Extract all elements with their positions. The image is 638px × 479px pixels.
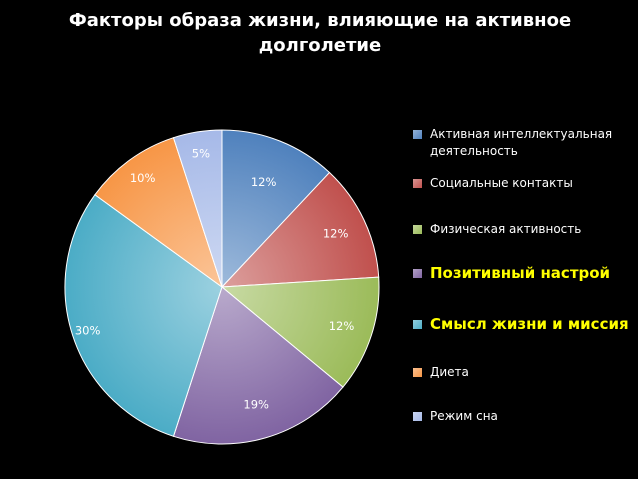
data-label-3: 12% xyxy=(329,319,355,333)
legend-swatch xyxy=(413,368,422,377)
legend-label: Режим сна xyxy=(430,409,498,423)
data-label-4: 19% xyxy=(243,398,269,412)
pie-slice-2 xyxy=(220,171,380,288)
legend-item-3: Физическая активность xyxy=(413,221,630,238)
data-label-7: 5% xyxy=(192,147,210,161)
pie-slice-6 xyxy=(94,137,223,289)
pie-slice-7 xyxy=(172,129,223,288)
legend-label: Социальные контакты xyxy=(430,176,573,190)
data-label-1: 12% xyxy=(251,175,277,189)
chart-legend: Активная интеллектуальная деятельность Со… xyxy=(413,0,638,479)
pie-slice-5 xyxy=(64,194,223,437)
data-label-5: 30% xyxy=(75,324,101,338)
legend-item-2: Социальные контакты xyxy=(413,175,630,192)
legend-item-7: Режим сна xyxy=(413,408,630,425)
legend-label: Диета xyxy=(430,365,469,379)
data-label-2: 12% xyxy=(323,227,349,241)
legend-item-5: Смысл жизни и миссия xyxy=(413,314,630,335)
data-label-6: 10% xyxy=(130,171,156,185)
legend-label: Физическая активность xyxy=(430,222,582,236)
legend-swatch xyxy=(413,320,422,329)
legend-swatch xyxy=(413,225,422,234)
legend-item-1: Активная интеллектуальная деятельность xyxy=(413,126,630,160)
legend-swatch xyxy=(413,269,422,278)
pie-slice-3 xyxy=(220,276,380,388)
pie-slice-1 xyxy=(221,129,331,289)
legend-label: Позитивный настрой xyxy=(430,264,611,282)
legend-item-4: Позитивный настрой xyxy=(413,263,630,284)
legend-label: Активная интеллектуальная деятельность xyxy=(430,127,613,158)
legend-swatch xyxy=(413,130,422,139)
legend-item-6: Диета xyxy=(413,364,630,381)
chart-title: Факторы образа жизни, влияющие на активн… xyxy=(68,10,572,56)
legend-swatch xyxy=(413,179,422,188)
legend-label: Смысл жизни и миссия xyxy=(430,315,629,333)
pie-slice-4 xyxy=(172,286,344,445)
legend-swatch xyxy=(413,412,422,421)
